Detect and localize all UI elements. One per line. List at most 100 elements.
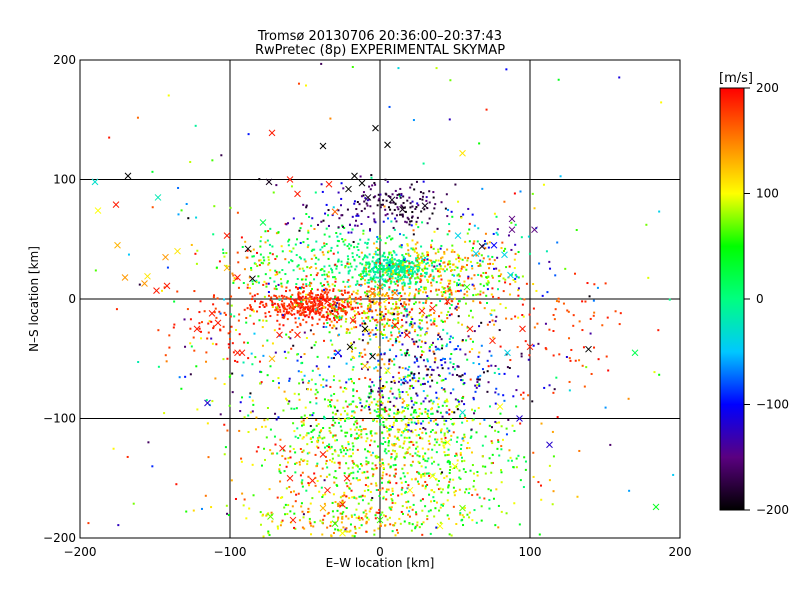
- scatter-dot: [267, 256, 270, 259]
- scatter-dot: [465, 339, 468, 342]
- scatter-dot: [355, 516, 358, 519]
- scatter-dot: [496, 233, 499, 236]
- scatter-dot: [493, 309, 496, 312]
- scatter-dot: [403, 464, 406, 467]
- scatter-dot: [355, 497, 358, 500]
- scatter-dot: [327, 356, 330, 359]
- scatter-dot: [498, 454, 501, 457]
- scatter-dot: [449, 279, 452, 282]
- scatter-cross: [391, 321, 399, 329]
- scatter-dot: [429, 532, 432, 535]
- scatter-dot: [496, 228, 499, 231]
- scatter-dot: [538, 533, 541, 536]
- scatter-dot: [385, 264, 388, 267]
- scatter-dot: [380, 400, 383, 403]
- scatter-dot: [334, 412, 337, 415]
- scatter-dot: [411, 324, 414, 327]
- scatter-dot: [372, 473, 375, 476]
- scatter-dot: [238, 429, 241, 432]
- scatter-dot: [289, 510, 292, 513]
- scatter-dot: [388, 260, 391, 263]
- scatter-dot: [425, 273, 428, 276]
- scatter-dot: [407, 513, 410, 516]
- scatter-dot: [520, 236, 523, 239]
- scatter-dot: [439, 281, 442, 284]
- scatter-dot: [486, 323, 489, 326]
- scatter-dot: [311, 497, 314, 500]
- scatter-dot: [482, 284, 485, 287]
- scatter-dot: [429, 274, 432, 277]
- scatter-dot: [483, 240, 486, 243]
- scatter-dot: [316, 479, 319, 482]
- scatter-dot: [443, 432, 446, 435]
- scatter-dot: [342, 310, 345, 313]
- scatter-dot: [313, 227, 316, 230]
- scatter-dot: [489, 312, 492, 315]
- scatter-dot: [286, 461, 289, 464]
- scatter-dot: [461, 374, 464, 377]
- scatter-dot: [447, 287, 450, 290]
- scatter-dot: [379, 301, 382, 304]
- scatter-dot: [382, 424, 385, 427]
- scatter-dot: [265, 282, 268, 285]
- scatter-dot: [354, 224, 357, 227]
- scatter-dot: [375, 403, 378, 406]
- scatter-dot: [456, 399, 459, 402]
- scatter-dot: [415, 220, 418, 223]
- scatter-dot: [494, 420, 497, 423]
- scatter-dot: [457, 315, 460, 318]
- scatter-dot: [355, 464, 358, 467]
- scatter-dot: [323, 299, 326, 302]
- scatter-dot: [267, 282, 270, 285]
- scatter-dot: [385, 269, 388, 272]
- scatter-dot: [434, 438, 437, 441]
- scatter-dot: [342, 511, 345, 514]
- scatter-dot: [299, 302, 302, 305]
- scatter-dot: [151, 465, 154, 468]
- scatter-dot: [369, 188, 372, 191]
- scatter-dot: [414, 477, 417, 480]
- scatter-dot: [398, 377, 401, 380]
- scatter-dot: [339, 425, 342, 428]
- scatter-dot: [387, 269, 390, 272]
- scatter-dot: [459, 415, 462, 418]
- scatter-dot: [426, 483, 429, 486]
- scatter-dot: [365, 267, 368, 270]
- scatter-dot: [453, 494, 456, 497]
- scatter-dot: [340, 293, 343, 296]
- scatter-dot: [315, 419, 318, 422]
- scatter-cross: [112, 201, 120, 208]
- scatter-dot: [346, 300, 349, 303]
- scatter-dot: [568, 357, 571, 360]
- scatter-dot: [404, 375, 407, 378]
- scatter-cross: [507, 271, 514, 279]
- scatter-dot: [211, 159, 214, 162]
- scatter-dot: [459, 257, 462, 260]
- scatter-dot: [321, 290, 324, 293]
- scatter-dot: [446, 400, 449, 403]
- scatter-dot: [339, 504, 342, 507]
- scatter-dot: [391, 449, 394, 452]
- scatter-dot: [460, 267, 463, 270]
- scatter-cross: [406, 486, 414, 494]
- scatter-dot: [418, 462, 421, 465]
- scatter-dot: [302, 286, 305, 289]
- scatter-dot: [359, 324, 362, 327]
- scatter-dot: [388, 506, 391, 509]
- scatter-dot: [368, 396, 371, 399]
- scatter-dot: [225, 264, 228, 267]
- scatter-dot: [278, 271, 281, 274]
- scatter-dot: [294, 243, 297, 246]
- scatter-dot: [500, 469, 503, 472]
- scatter-dot: [352, 395, 355, 398]
- scatter-dot: [394, 269, 397, 272]
- scatter-dot: [348, 296, 351, 299]
- scatter-dot: [297, 317, 300, 320]
- scatter-dot: [269, 315, 272, 318]
- scatter-dot: [548, 464, 551, 467]
- scatter-dot: [365, 522, 368, 525]
- scatter-dot: [340, 521, 343, 524]
- scatter-dot: [428, 400, 431, 403]
- scatter-dot: [403, 429, 406, 432]
- scatter-dot: [316, 288, 319, 291]
